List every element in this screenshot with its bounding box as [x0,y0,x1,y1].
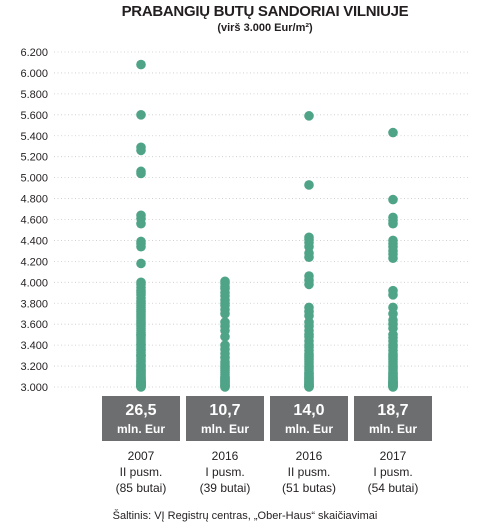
category-label: 2016 I pusm. (39 butai) [180,448,270,496]
category-column-3 [388,127,398,392]
data-point [388,218,398,229]
total-value: 18,7 [377,402,409,419]
y-tick-label: 4.200 [20,256,48,268]
total-unit: mln. Eur [116,422,165,436]
category-count: (39 butai) [199,481,251,495]
chart-title: PRABANGIŲ BUTŲ SANDORIAI VILNIUJE [121,3,409,20]
data-point [136,218,146,229]
chart-subtitle: (virš 3.000 Eur/m²) [217,22,313,34]
category-label: 2016 II pusm. (51 butas) [264,448,354,496]
data-point [220,331,230,342]
y-tick-label: 5.800 [20,89,48,101]
y-tick-label: 5.400 [20,131,48,143]
y-tick-label: 5.600 [20,110,48,122]
total-value: 26,5 [125,402,157,419]
y-tick-label: 6.200 [20,47,48,59]
category-count: (51 butas) [281,481,337,495]
category-column-1 [220,276,230,392]
total-value-box: 26,5 mln. Eur [102,396,180,441]
data-point [220,308,230,319]
data-points [136,59,398,392]
source-note: Šaltinis: VĮ Registrų centras, „Ober-Hau… [112,510,378,522]
y-tick-label: 3.800 [20,298,48,310]
category-period: II pusm. [287,465,331,479]
category-year: 2007 [127,449,155,463]
total-value: 14,0 [293,402,325,419]
data-point [136,145,146,156]
y-tick-label: 3.200 [20,361,48,373]
category-label: 2007 II pusm. (85 butai) [96,448,186,496]
data-point [388,127,398,138]
category-label: 2017 I pusm. (54 butai) [348,448,438,496]
data-point [304,111,314,121]
category-column-0 [136,59,146,392]
y-axis-ticks: 6.200 6.000 5.800 5.600 5.400 5.200 5.000 4.800… [20,47,48,394]
category-count: (85 butai) [115,481,167,495]
total-unit: mln. Eur [284,422,333,436]
data-point [388,382,398,392]
data-point [304,279,314,290]
category-count: (54 butai) [367,481,419,495]
data-point [304,252,314,262]
data-point [136,59,146,70]
total-value: 10,7 [209,402,241,419]
data-point [220,382,230,392]
y-tick-label: 3.600 [20,319,48,331]
y-tick-label: 4.600 [20,215,48,227]
category-period: I pusm. [205,465,245,479]
data-point [304,382,314,392]
data-point [136,258,146,269]
y-tick-label: 6.000 [20,68,48,80]
total-value-box: 10,7 mln. Eur [186,396,264,441]
gridlines [54,51,468,388]
total-value-box: 18,7 mln. Eur [354,396,432,441]
total-unit: mln. Eur [200,422,249,436]
y-tick-label: 5.200 [20,152,48,164]
scatter-plot: 6.200 6.000 5.800 5.600 5.400 5.200 5.000 4.800… [20,47,468,394]
data-point [304,180,314,190]
category-year: 2017 [379,449,407,463]
data-point [388,194,398,205]
category-year: 2016 [295,449,323,463]
y-tick-label: 4.800 [20,194,48,206]
category-year: 2016 [211,449,239,463]
category-column-2 [304,111,314,392]
y-tick-label: 5.000 [20,173,48,185]
total-unit: mln. Eur [368,422,417,436]
data-point [388,253,398,264]
category-period: II pusm. [119,465,163,479]
data-point [136,168,146,179]
data-point [136,110,146,120]
y-tick-label: 4.000 [20,277,48,289]
y-tick-label: 3.400 [20,340,48,352]
data-point [136,241,146,252]
category-period: I pusm. [373,465,413,479]
y-tick-label: 4.400 [20,235,48,247]
y-tick-label: 3.000 [20,382,48,394]
data-point [136,382,146,392]
data-point [388,290,398,300]
total-value-box: 14,0 mln. Eur [270,396,348,441]
